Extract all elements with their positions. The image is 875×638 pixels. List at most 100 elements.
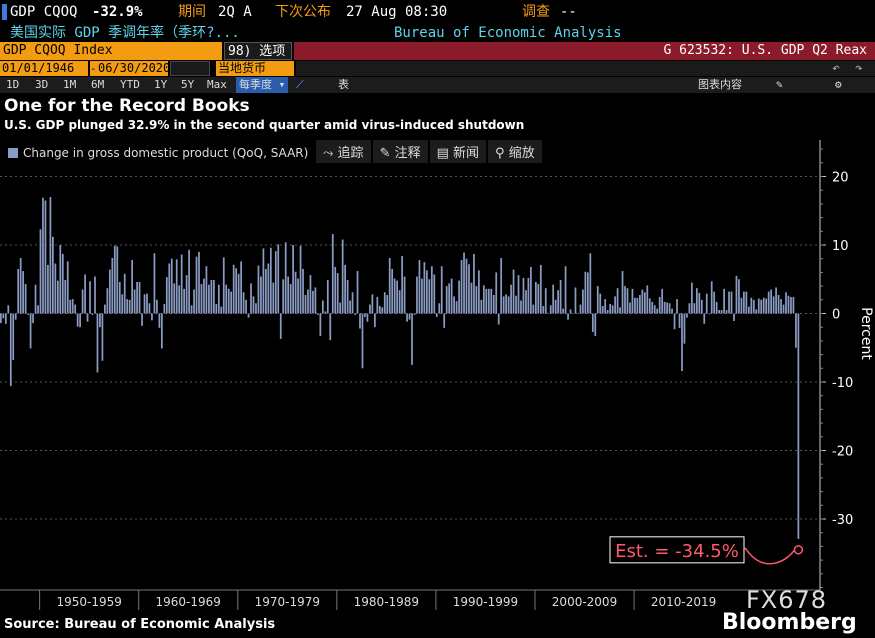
zoom-button[interactable]: ⚲ 缩放 <box>488 140 542 163</box>
edit-icon[interactable]: ✎ <box>776 78 783 91</box>
bar-181 <box>448 283 451 314</box>
undo-icon[interactable]: ↶ <box>832 61 840 76</box>
bar-287 <box>710 281 713 314</box>
bar-105 <box>260 276 262 314</box>
redo-icon[interactable]: ↷ <box>855 61 863 76</box>
extra-field[interactable] <box>170 61 210 76</box>
bar-30 <box>74 304 77 314</box>
bar-266 <box>658 297 661 314</box>
bar-306 <box>757 298 760 314</box>
bar-93 <box>230 291 233 314</box>
frequency-dropdown[interactable]: 每季度 ▾ <box>236 77 289 93</box>
date-separator: - <box>90 61 97 76</box>
bar-88 <box>217 284 220 314</box>
bar-24 <box>59 245 62 314</box>
bar-192 <box>475 286 478 314</box>
range-max[interactable]: Max <box>207 78 227 91</box>
bar-300 <box>743 291 745 314</box>
bar-136 <box>336 273 339 314</box>
bar-243 <box>601 305 604 314</box>
decade-label-5: 2000-2009 <box>552 595 617 609</box>
bar-149 <box>369 304 371 314</box>
bar-48 <box>118 281 121 314</box>
ticker-input[interactable]: GDP CQOQ Index <box>0 42 222 60</box>
bar-84 <box>208 284 210 314</box>
bar-38 <box>94 276 96 314</box>
bar-249 <box>616 288 619 314</box>
options-button[interactable]: 98) 选项 ▾ <box>224 42 292 77</box>
bar-165 <box>408 313 411 320</box>
bar-147 <box>364 313 366 317</box>
bar-80 <box>198 251 200 314</box>
annotate-button[interactable]: ✎ 注释 <box>372 140 428 163</box>
header-ticker[interactable]: GDP CQOQ <box>10 4 78 20</box>
chart-content-button[interactable]: 图表内容 <box>698 78 742 91</box>
bar-40 <box>99 313 101 328</box>
range-ytd[interactable]: YTD <box>120 78 140 91</box>
bar-293 <box>725 310 728 314</box>
bar-160 <box>396 280 399 314</box>
end-date-field[interactable]: 06/30/2020 <box>96 61 171 76</box>
bar-250 <box>619 307 621 314</box>
bar-83 <box>205 266 208 314</box>
news-button[interactable]: ▤ 新闻 <box>429 140 487 163</box>
bar-232 <box>574 287 577 314</box>
settings-icon[interactable]: ⚙ <box>835 78 842 91</box>
bar-98 <box>242 292 245 314</box>
bar-236 <box>584 271 587 314</box>
bar-239 <box>591 313 594 332</box>
bar-56 <box>138 281 141 314</box>
bar-229 <box>567 313 569 320</box>
chart-tools: ⤳ 追踪 ✎ 注释 ▤ 新闻 ⚲ 缩放 <box>316 140 544 163</box>
bar-108 <box>267 263 270 314</box>
range-6m[interactable]: 6M <box>91 78 105 91</box>
bar-85 <box>210 279 213 314</box>
bar-74 <box>183 288 186 314</box>
bar-224 <box>554 299 557 314</box>
bar-134 <box>331 234 334 314</box>
range-5y[interactable]: 5Y <box>181 78 195 91</box>
bar-131 <box>324 311 327 314</box>
bar-51 <box>126 299 129 314</box>
track-button[interactable]: ⤳ 追踪 <box>316 140 371 163</box>
bar-238 <box>589 253 592 314</box>
estimate-label: Est. = -34.5% <box>615 541 739 562</box>
bar-208 <box>515 295 517 314</box>
bar-179 <box>443 313 446 328</box>
bar-55 <box>136 281 138 314</box>
table-button[interactable]: 表 <box>338 78 349 91</box>
decade-label-4: 1990-1999 <box>453 595 518 609</box>
bar-49 <box>121 294 124 314</box>
bar-296 <box>733 313 735 322</box>
range-1y[interactable]: 1Y <box>154 78 168 91</box>
bar-26 <box>64 279 67 314</box>
bar-217 <box>537 284 540 314</box>
bar-7 <box>17 268 20 314</box>
bar-254 <box>629 302 631 314</box>
bar-205 <box>507 296 510 314</box>
bar-199 <box>492 295 495 314</box>
bar-154 <box>381 307 384 314</box>
currency-field[interactable]: 当地货币 <box>216 61 294 76</box>
start-date-field[interactable]: 01/01/1946 <box>0 61 88 76</box>
bar-104 <box>257 265 260 314</box>
bar-39 <box>96 313 99 373</box>
bar-58 <box>143 294 146 314</box>
security-bar: GDP CQOQ Index 98) 选项 ▾ G 623532: U.S. G… <box>0 42 875 77</box>
bar-166 <box>411 313 413 365</box>
bar-172 <box>426 270 428 314</box>
bar-16 <box>39 229 42 314</box>
bar-178 <box>440 266 443 314</box>
range-1d[interactable]: 1D <box>6 78 20 91</box>
bar-5 <box>12 313 15 361</box>
bar-282 <box>698 292 701 314</box>
range-1m[interactable]: 1M <box>63 78 77 91</box>
chart-type-icon[interactable]: ⟋ <box>296 78 304 91</box>
bar-186 <box>460 260 463 314</box>
y-tick-label-2: 0 <box>832 308 840 323</box>
bar-52 <box>128 299 131 314</box>
bar-295 <box>730 291 733 314</box>
bar-29 <box>71 299 74 314</box>
range-3d[interactable]: 3D <box>35 78 49 91</box>
bar-173 <box>428 279 431 314</box>
